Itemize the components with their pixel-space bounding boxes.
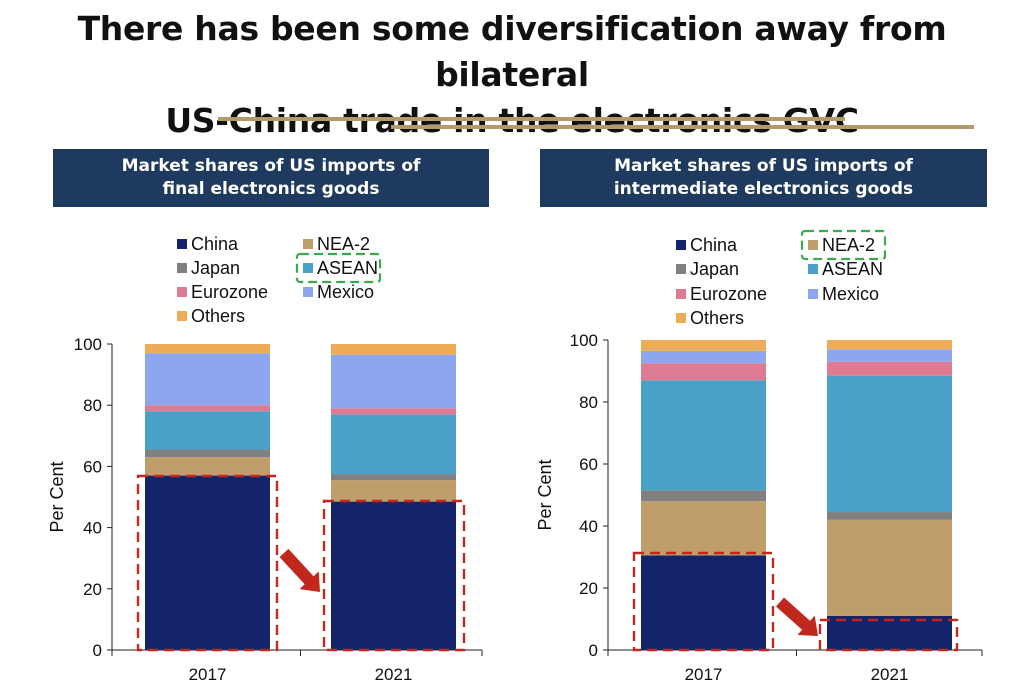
chart-1-legend-swatch-mexico bbox=[303, 287, 313, 297]
chart-1-bar-2017-china bbox=[145, 475, 270, 650]
chart-2-legend-swatch-nea-2 bbox=[808, 240, 818, 250]
chart-1-bar-2017-japan bbox=[145, 449, 270, 458]
chart-2-bar-2017-eurozone bbox=[641, 363, 766, 381]
chart-1-bar-2021-others bbox=[331, 344, 456, 355]
chart-2-y-tick-label-80: 80 bbox=[579, 393, 598, 412]
chart-1-y-tick-label-100: 100 bbox=[74, 335, 102, 354]
chart-2-y-axis-title: Per Cent bbox=[535, 459, 555, 530]
chart-2-y-tick-label-100: 100 bbox=[570, 331, 598, 350]
chart-1-legend-swatch-eurozone bbox=[177, 287, 187, 297]
chart-2-y-tick-label-60: 60 bbox=[579, 455, 598, 474]
chart-1-legend-swatch-china bbox=[177, 239, 187, 249]
chart-2-legend-label-mexico: Mexico bbox=[822, 284, 879, 304]
chart-2-decline-arrow-icon bbox=[776, 597, 818, 636]
chart-2-legend-label-japan: Japan bbox=[690, 259, 739, 279]
chart-2-title-line-1: Market shares of US imports of bbox=[614, 156, 913, 176]
chart-2-x-tick-label-2021: 2021 bbox=[871, 665, 909, 684]
chart-2-legend-swatch-china bbox=[676, 240, 686, 250]
chart-2-bar-2021-japan bbox=[827, 512, 952, 520]
chart-1-bar-2017-eurozone bbox=[145, 405, 270, 412]
chart-1-x-tick-label-2017: 2017 bbox=[189, 665, 227, 684]
chart-1-y-tick-label-80: 80 bbox=[83, 396, 102, 415]
chart-1-y-tick-label-60: 60 bbox=[83, 457, 102, 476]
chart-1-legend-label-mexico: Mexico bbox=[317, 282, 374, 302]
chart-2-bar-2021-mexico bbox=[827, 349, 952, 362]
chart-1-title-line-1: Market shares of US imports of bbox=[121, 156, 421, 176]
chart-1-bar-2021-asean bbox=[331, 414, 456, 475]
chart-1-bar-2017-asean bbox=[145, 411, 270, 450]
chart-1-y-tick-label-40: 40 bbox=[83, 519, 102, 538]
chart-1-bar-2021-china bbox=[331, 501, 456, 650]
chart-2-y-tick-label-0: 0 bbox=[589, 641, 598, 660]
chart-2-legend-label-eurozone: Eurozone bbox=[690, 284, 767, 304]
chart-1-legend-swatch-asean bbox=[303, 263, 313, 273]
chart-2-legend-swatch-mexico bbox=[808, 289, 818, 299]
chart-2-legend-label-nea-2: NEA-2 bbox=[822, 235, 875, 255]
chart-2-legend-label-others: Others bbox=[690, 308, 744, 328]
chart-2-bar-2021-asean bbox=[827, 375, 952, 513]
accent-rule-bottom bbox=[391, 125, 974, 129]
chart-2-x-tick-label-2017: 2017 bbox=[685, 665, 723, 684]
chart-1-bar-2017-others bbox=[145, 344, 270, 354]
chart-2-legend-swatch-japan bbox=[676, 264, 686, 274]
chart-2-bar-2021-others bbox=[827, 340, 952, 350]
chart-2-bar-2021-china bbox=[827, 615, 952, 650]
chart-1-title-line-2: final electronics goods bbox=[162, 179, 380, 199]
chart-1-legend-highlight-box bbox=[295, 252, 382, 284]
chart-1-bar-2021-eurozone bbox=[331, 408, 456, 415]
chart-2-china-highlight-2017 bbox=[632, 551, 775, 652]
page-title-line-1: There has been some diversification away… bbox=[77, 9, 947, 94]
chart-2-china-highlight-2021 bbox=[818, 618, 959, 652]
chart-2-legend-swatch-eurozone bbox=[676, 289, 686, 299]
chart-1-bar-2021-nea-2 bbox=[331, 480, 456, 502]
chart-1-legend-label-asean: ASEAN bbox=[317, 258, 378, 278]
chart-2-header: Market shares of US imports of intermedi… bbox=[540, 149, 987, 207]
chart-1-china-highlight-2017 bbox=[136, 474, 279, 652]
chart-1-china-highlight-2021 bbox=[322, 499, 466, 652]
chart-2-legend-label-china: China bbox=[690, 235, 738, 255]
chart-2-title-line-2: intermediate electronics goods bbox=[613, 179, 914, 199]
chart-1-y-axis-title: Per Cent bbox=[47, 461, 67, 532]
chart-1-y-tick-label-0: 0 bbox=[93, 641, 102, 660]
chart-2-bar-2017-others bbox=[641, 340, 766, 351]
chart-1: China NEA-2 Japan ASEAN Eurozone Mexico Others… bbox=[47, 234, 483, 684]
chart-1-bar-2021-japan bbox=[331, 474, 456, 481]
chart-2-legend-swatch-asean bbox=[808, 264, 818, 274]
chart-1-legend-swatch-others bbox=[177, 311, 187, 321]
chart-2-legend-label-asean: ASEAN bbox=[822, 259, 883, 279]
chart-2-bar-2017-mexico bbox=[641, 350, 766, 364]
chart-2-bar-2017-asean bbox=[641, 380, 766, 491]
chart-1-legend-label-nea-2: NEA-2 bbox=[317, 234, 370, 254]
chart-2-legend-swatch-others bbox=[676, 313, 686, 323]
chart-1-legend-swatch-nea-2 bbox=[303, 239, 313, 249]
chart-2: China NEA-2 Japan ASEAN Eurozone Mexico Others… bbox=[535, 229, 983, 684]
chart-1-bar-2021-mexico bbox=[331, 354, 456, 409]
chart-1-legend-label-others: Others bbox=[191, 306, 245, 326]
chart-1-legend-label-japan: Japan bbox=[191, 258, 240, 278]
chart-2-y-tick-label-20: 20 bbox=[579, 579, 598, 598]
chart-2-y-tick-label-40: 40 bbox=[579, 517, 598, 536]
chart-2-bar-2021-nea-2 bbox=[827, 519, 952, 616]
chart-1-legend-swatch-japan bbox=[177, 263, 187, 273]
chart-2-bar-2017-china bbox=[641, 555, 766, 650]
chart-2-bar-2017-nea-2 bbox=[641, 501, 766, 556]
chart-1-header: Market shares of US imports of final ele… bbox=[53, 149, 489, 207]
chart-1-decline-arrow-icon bbox=[279, 548, 320, 592]
chart-1-y-tick-label-20: 20 bbox=[83, 580, 102, 599]
accent-rule-top bbox=[218, 117, 845, 121]
chart-2-bar-2017-japan bbox=[641, 490, 766, 502]
chart-1-legend-label-eurozone: Eurozone bbox=[191, 282, 268, 302]
chart-2-legend-highlight-box bbox=[800, 229, 887, 261]
chart-1-bar-2017-nea-2 bbox=[145, 457, 270, 476]
chart-1-legend-label-china: China bbox=[191, 234, 239, 254]
chart-1-bar-2017-mexico bbox=[145, 353, 270, 406]
chart-1-x-tick-label-2021: 2021 bbox=[375, 665, 413, 684]
chart-2-bar-2021-eurozone bbox=[827, 361, 952, 376]
